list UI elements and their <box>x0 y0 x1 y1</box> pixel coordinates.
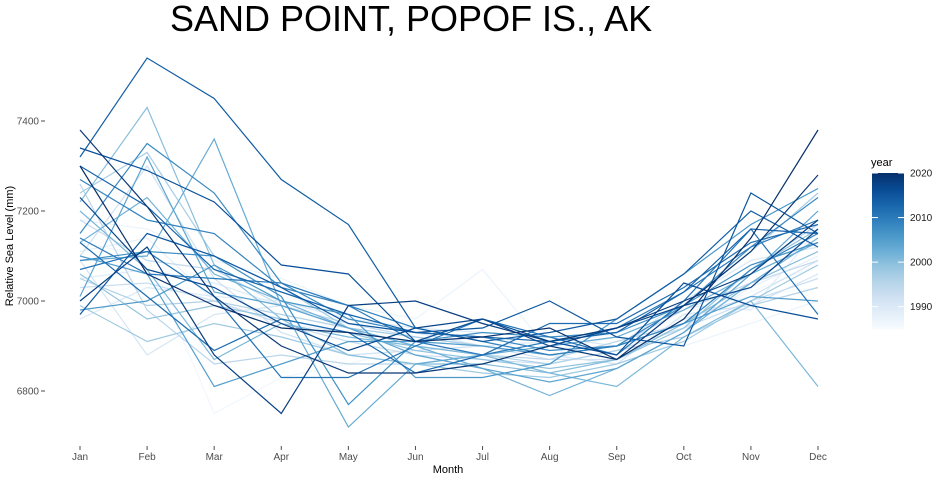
y-tick-label: 7200 <box>17 207 40 218</box>
series-line-2006 <box>79 187 819 379</box>
chart-title: SAND POINT, POPOF IS., AK <box>170 0 653 39</box>
series-line-2005 <box>79 255 819 388</box>
x-tick-label: Mar <box>206 452 224 463</box>
series-line-1998 <box>79 264 819 379</box>
y-tick-label: 7400 <box>17 117 40 128</box>
series-lines <box>79 57 819 428</box>
series-line-2004 <box>79 155 819 383</box>
series-line-2011 <box>79 228 819 379</box>
x-tick-label: Jun <box>407 452 423 463</box>
series-line-2016 <box>79 147 819 356</box>
x-tick-label: Jul <box>476 452 489 463</box>
x-axis: Jan Feb Mar Apr May Jun Jul Aug Sep Oct Nov Dec <box>72 446 827 463</box>
x-tick-label: Feb <box>138 452 156 463</box>
x-tick-label: Aug <box>541 452 559 463</box>
series-line-1999 <box>79 228 819 370</box>
x-tick-label: Oct <box>676 452 692 463</box>
y-axis: 6800 7000 7200 7400 <box>17 117 45 398</box>
x-tick-label: May <box>339 452 358 463</box>
x-tick-label: Jan <box>72 452 88 463</box>
x-tick-label: Apr <box>273 452 289 463</box>
x-tick-label: Nov <box>742 452 760 463</box>
y-axis-title: Relative Sea Level (mm) <box>4 186 16 306</box>
series-line-2012 <box>79 223 819 374</box>
x-axis-title: Month <box>433 464 464 476</box>
series-line-2002 <box>79 196 819 397</box>
legend-ticks: 1990 2000 2010 2020 <box>872 169 933 313</box>
series-line-2001 <box>79 210 819 388</box>
series-line-2014 <box>79 57 819 343</box>
series-line-2003 <box>79 137 819 428</box>
legend-tick-label: 2000 <box>910 258 933 269</box>
series-line-2007 <box>79 241 819 406</box>
legend-title: year <box>871 157 893 169</box>
legend-tick-label: 2010 <box>910 213 933 224</box>
series-line-2019 <box>79 129 819 374</box>
series-line-2017 <box>79 197 819 352</box>
legend-tick-label: 1990 <box>910 302 933 313</box>
series-line-2020 <box>79 129 819 361</box>
series-line-2010 <box>79 219 819 356</box>
legend-colorbar <box>872 173 904 329</box>
y-tick-label: 7000 <box>17 297 40 308</box>
x-tick-label: Dec <box>809 452 827 463</box>
x-tick-label: Sep <box>608 452 626 463</box>
legend-tick-label: 2020 <box>910 169 933 180</box>
y-tick-label: 6800 <box>17 387 40 398</box>
color-legend: year 1990 2000 2010 2020 <box>871 157 933 329</box>
